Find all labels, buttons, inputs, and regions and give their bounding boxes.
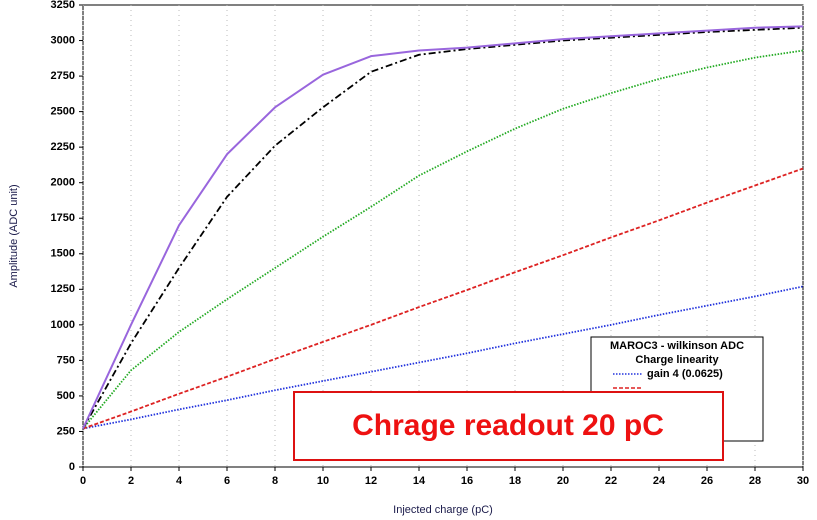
series-line xyxy=(82,285,804,430)
x-axis-label: Injected charge (pC) xyxy=(393,504,493,516)
y-tick-label: 0 xyxy=(69,461,75,473)
x-tick-label: 20 xyxy=(557,475,569,487)
x-tick-label: 14 xyxy=(413,475,426,487)
y-tick-label: 1250 xyxy=(51,283,75,295)
x-tick-label: 24 xyxy=(653,475,666,487)
y-tick-label: 500 xyxy=(57,390,75,402)
x-tick-label: 18 xyxy=(509,475,521,487)
x-tick-label: 8 xyxy=(272,475,278,487)
x-tick-label: 22 xyxy=(605,475,617,487)
x-tick-label: 30 xyxy=(797,475,809,487)
x-tick-label: 2 xyxy=(128,475,134,487)
y-tick-label: 750 xyxy=(57,354,75,366)
series-line xyxy=(82,49,804,430)
y-tick-label: 1500 xyxy=(51,248,75,260)
x-tick-label: 6 xyxy=(224,475,230,487)
annotation-box xyxy=(293,391,724,461)
legend-title: MAROC3 - wilkinson ADC xyxy=(610,340,744,352)
y-tick-label: 2500 xyxy=(51,106,75,118)
x-tick-label: 4 xyxy=(176,475,183,487)
legend-label: gain 4 (0.0625) xyxy=(647,368,723,380)
x-tick-label: 26 xyxy=(701,475,713,487)
x-tick-label: 28 xyxy=(749,475,761,487)
x-tick-label: 0 xyxy=(80,475,86,487)
y-tick-label: 1000 xyxy=(51,319,75,331)
y-tick-label: 2000 xyxy=(51,177,75,189)
y-tick-label: 3250 xyxy=(51,0,75,11)
y-tick-label: 250 xyxy=(57,425,75,437)
series-line xyxy=(82,167,804,430)
y-tick-label: 1750 xyxy=(51,212,75,224)
y-tick-label: 3000 xyxy=(51,34,75,46)
y-axis-label: Amplitude (ADC unit) xyxy=(8,184,20,287)
series-line xyxy=(82,25,804,430)
annotation: Chrage readout 20 pC xyxy=(352,409,664,442)
legend-subtitle: Charge linearity xyxy=(635,354,719,366)
series-line xyxy=(82,26,804,430)
x-tick-label: 16 xyxy=(461,475,473,487)
x-tick-label: 10 xyxy=(317,475,329,487)
x-tick-label: 12 xyxy=(365,475,377,487)
y-tick-label: 2750 xyxy=(51,70,75,82)
y-tick-label: 2250 xyxy=(51,141,75,153)
